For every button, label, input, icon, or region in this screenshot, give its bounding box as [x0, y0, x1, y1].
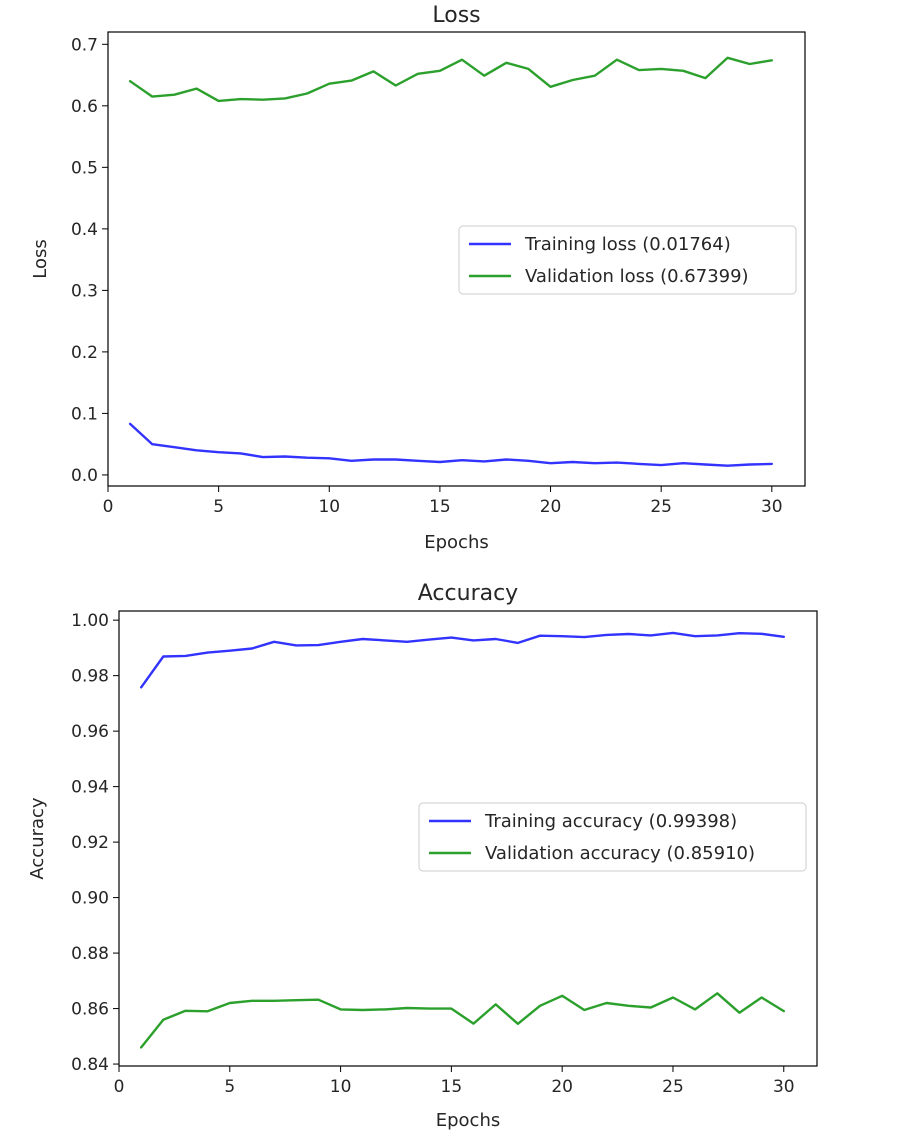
x-tick-label: 25 [662, 1077, 684, 1097]
x-tick-label: 25 [650, 497, 672, 517]
chart-title: Accuracy [418, 581, 518, 606]
legend: Training accuracy (0.99398) Validation ac… [418, 802, 807, 872]
x-tick-label: 15 [441, 1077, 463, 1097]
x-tick-label: 0 [103, 497, 114, 517]
y-tick-label: 0.94 [71, 778, 109, 798]
y-axis-label: Loss [30, 239, 51, 278]
y-tick-label: 0.6 [71, 97, 98, 117]
y-tick-label: 0.0 [71, 466, 98, 486]
legend-box [418, 802, 807, 872]
legend-entry-0: Training accuracy (0.99398) [484, 811, 737, 832]
series-line-0 [128, 422, 773, 467]
chart-loss: Loss 0 5 10 15 20 25 30 0.0 0.1 0.2 0.3 0.4 0.5 0.6 0.7… [30, 3, 806, 553]
legend-entry-0: Training loss (0.01764) [524, 234, 731, 255]
series-line-1 [128, 56, 773, 103]
x-tick-label: 30 [761, 497, 783, 517]
y-tick-label: 0.3 [71, 281, 98, 301]
x-tick-label: 20 [551, 1077, 573, 1097]
plot-frame [107, 31, 806, 487]
y-tick-label: 0.1 [71, 404, 98, 424]
legend-entry-1: Validation accuracy (0.85910) [485, 843, 755, 864]
y-tick-label: 0.84 [71, 1055, 109, 1075]
y-tick-label: 0.96 [71, 722, 109, 742]
x-tick-label: 5 [213, 497, 224, 517]
y-tick-label: 1.00 [71, 611, 109, 631]
y-tick-label: 0.4 [71, 220, 98, 240]
x-axis-label: Epochs [436, 1110, 501, 1131]
legend-entry-1: Validation loss (0.67399) [525, 266, 749, 287]
y-tick-label: 0.2 [71, 343, 98, 363]
series-line-1 [139, 992, 785, 1049]
x-tick-label: 20 [540, 497, 562, 517]
x-tick-label: 10 [330, 1077, 352, 1097]
x-tick-label: 15 [429, 497, 451, 517]
series-line-0 [139, 631, 785, 689]
legend: Training loss (0.01764) Validation loss (… [458, 225, 797, 295]
y-tick-label: 0.5 [71, 158, 98, 178]
y-tick-label: 0.90 [71, 889, 109, 909]
y-tick-label: 0.88 [71, 944, 109, 964]
x-tick-label: 0 [114, 1077, 125, 1097]
x-tick-label: 30 [773, 1077, 795, 1097]
plot-frame [118, 610, 818, 1067]
x-tick-label: 10 [318, 497, 340, 517]
y-tick-label: 0.86 [71, 1000, 109, 1020]
chart-title: Loss [432, 3, 480, 28]
y-axis-label: Accuracy [27, 797, 48, 880]
y-tick-label: 0.92 [71, 833, 109, 853]
x-tick-label: 5 [224, 1077, 235, 1097]
legend-box [458, 225, 797, 295]
y-tick-label: 0.98 [71, 667, 109, 687]
y-tick-label: 0.7 [71, 35, 98, 55]
x-axis-label: Epochs [424, 532, 489, 553]
chart-accuracy: Accuracy 0 5 10 15 20 25 30 0.84 0.86 0.88 0.90 0.92… [27, 581, 818, 1131]
